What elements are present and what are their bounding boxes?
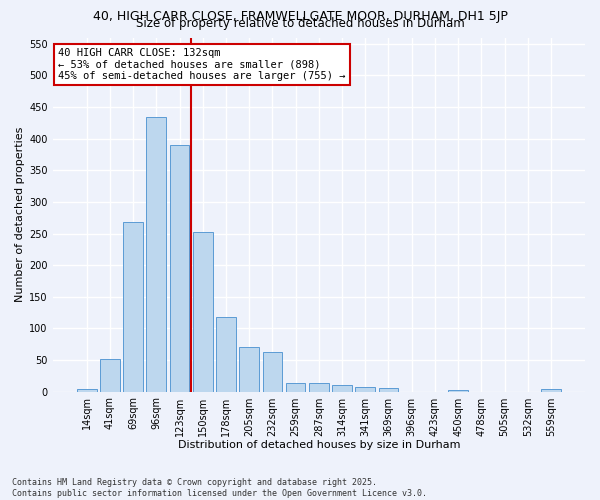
Bar bbox=[309, 382, 329, 392]
Bar bbox=[448, 390, 468, 392]
Bar bbox=[332, 386, 352, 392]
Y-axis label: Number of detached properties: Number of detached properties bbox=[15, 127, 25, 302]
Bar bbox=[100, 358, 120, 392]
Bar bbox=[123, 222, 143, 392]
Bar bbox=[541, 389, 561, 392]
Bar bbox=[77, 389, 97, 392]
X-axis label: Distribution of detached houses by size in Durham: Distribution of detached houses by size … bbox=[178, 440, 460, 450]
Bar bbox=[216, 317, 236, 392]
Bar bbox=[286, 382, 305, 392]
Bar bbox=[263, 352, 282, 392]
Bar bbox=[239, 348, 259, 392]
Bar bbox=[193, 232, 212, 392]
Text: Contains HM Land Registry data © Crown copyright and database right 2025.
Contai: Contains HM Land Registry data © Crown c… bbox=[12, 478, 427, 498]
Bar bbox=[355, 386, 375, 392]
Bar bbox=[146, 116, 166, 392]
Text: Size of property relative to detached houses in Durham: Size of property relative to detached ho… bbox=[136, 18, 464, 30]
Bar bbox=[170, 145, 190, 392]
Text: 40 HIGH CARR CLOSE: 132sqm
← 53% of detached houses are smaller (898)
45% of sem: 40 HIGH CARR CLOSE: 132sqm ← 53% of deta… bbox=[58, 48, 346, 82]
Text: 40, HIGH CARR CLOSE, FRAMWELLGATE MOOR, DURHAM, DH1 5JP: 40, HIGH CARR CLOSE, FRAMWELLGATE MOOR, … bbox=[92, 10, 508, 23]
Bar bbox=[379, 388, 398, 392]
